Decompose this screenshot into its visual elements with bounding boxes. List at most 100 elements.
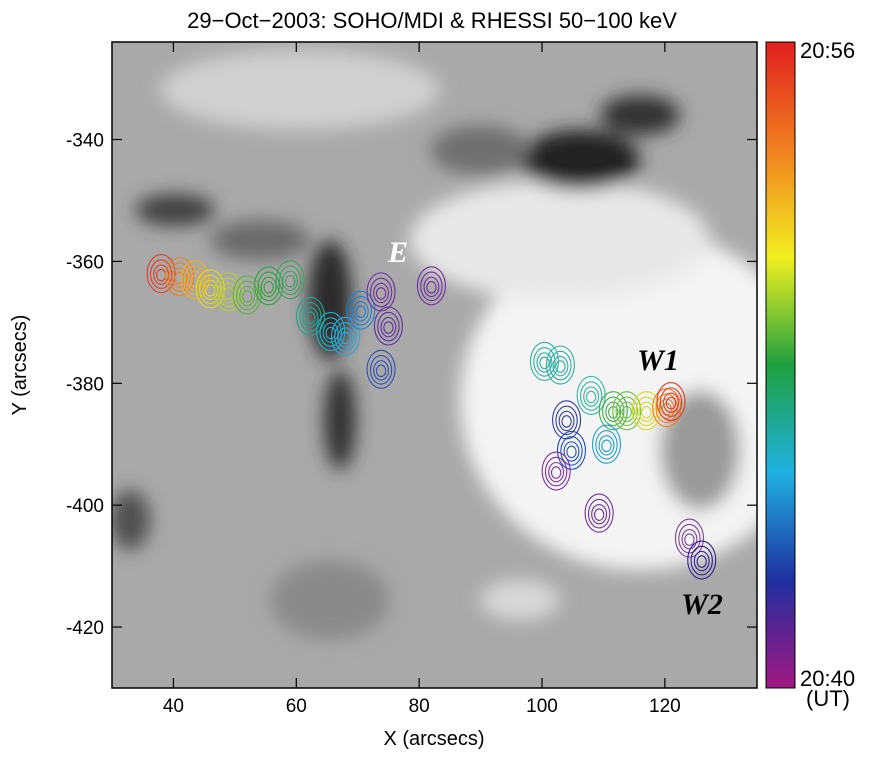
contour-level	[366, 272, 396, 312]
contour-level	[319, 317, 342, 347]
axes: 40 60 80 100 120 -420 -400 -380 -360 -340	[66, 42, 757, 717]
contour-level	[601, 439, 612, 453]
contour-level	[684, 533, 695, 546]
contour-level	[621, 405, 632, 419]
source-contour	[165, 257, 195, 297]
contour-level	[352, 301, 369, 322]
contour-level	[366, 349, 396, 389]
contour-level	[591, 503, 608, 525]
source-contour	[366, 349, 396, 389]
annotation: W2	[681, 588, 723, 621]
contour-level	[552, 400, 582, 440]
contour-level	[615, 396, 638, 427]
contour-level	[583, 386, 600, 407]
contour-level	[693, 550, 710, 572]
contour-level	[552, 355, 569, 377]
source-contour	[254, 266, 284, 306]
source-contour	[295, 296, 325, 336]
contour-level	[217, 277, 240, 308]
source-contour	[552, 400, 582, 440]
x-axis-label: X (arcsecs)	[383, 728, 484, 750]
contour-level	[638, 401, 655, 423]
contour-level	[593, 508, 605, 521]
contour-level	[548, 461, 565, 483]
y-tick-label: -400	[66, 496, 104, 517]
contour-level	[232, 275, 262, 315]
annotation: E	[387, 236, 408, 269]
contour-level	[591, 424, 622, 464]
contour-level	[299, 302, 322, 332]
contour-level	[377, 311, 400, 342]
contour-level	[195, 269, 225, 309]
contour-level	[380, 316, 397, 338]
contour-level	[563, 441, 580, 462]
contour-level	[284, 274, 296, 288]
contour-level	[337, 327, 354, 348]
contour-level	[556, 430, 587, 470]
y-tick-label: -340	[66, 131, 104, 152]
source-contour	[591, 424, 622, 464]
contour-level	[678, 523, 701, 554]
x-tick-label: 60	[286, 696, 307, 717]
contour-level	[555, 405, 578, 436]
contour-level	[330, 316, 360, 356]
contour-level	[263, 281, 274, 294]
contour-level	[257, 271, 280, 302]
contour-level	[579, 381, 603, 411]
source-contour	[687, 540, 717, 580]
contour-level	[416, 266, 446, 306]
contour-level	[146, 254, 176, 294]
contour-level	[663, 392, 679, 413]
source-contour	[366, 272, 396, 312]
contour-level	[375, 287, 387, 300]
contour-level	[681, 528, 698, 550]
contour-level	[149, 259, 173, 289]
contour-level	[199, 274, 222, 305]
y-tick-label: -380	[66, 374, 104, 395]
contour-level	[282, 270, 299, 291]
contour-level	[375, 364, 387, 378]
y-tick-label: -360	[66, 252, 104, 273]
contour-level	[550, 466, 562, 479]
contour-level	[183, 265, 207, 296]
magnetogram	[112, 42, 757, 688]
contour-level	[585, 390, 597, 404]
contour-level	[555, 360, 566, 373]
colorbar-unit: (UT)	[806, 686, 850, 711]
contour-level	[602, 396, 625, 427]
x-tick-label: 80	[409, 696, 430, 717]
annotation: W1	[637, 344, 679, 377]
source-contour	[545, 345, 575, 385]
contour-level	[558, 410, 575, 432]
contour-level	[541, 451, 571, 491]
contour-level	[180, 260, 210, 300]
contour-level	[346, 290, 376, 330]
source-contour	[656, 382, 686, 422]
contour-level	[373, 282, 390, 304]
contour-level	[369, 355, 393, 385]
contour-level	[295, 296, 325, 336]
contour-level	[349, 295, 372, 326]
contour-level	[687, 540, 717, 580]
contour-level	[595, 429, 618, 460]
source-contour	[180, 260, 210, 300]
contour-level	[369, 277, 393, 308]
contour-level	[566, 445, 577, 459]
source-contour	[674, 518, 704, 558]
contour-level	[656, 382, 686, 422]
source-contour	[541, 451, 571, 491]
source-contour	[275, 260, 305, 300]
source-contour	[346, 290, 376, 330]
contour-level	[426, 281, 437, 294]
x-tick-label: 100	[526, 696, 558, 717]
contour-level	[544, 456, 568, 487]
contour-level	[420, 271, 443, 302]
contour-level	[690, 545, 713, 576]
contour-level	[168, 262, 191, 292]
contour-level	[322, 322, 339, 343]
contour-level	[189, 274, 201, 288]
colorbar-label: 20:56	[800, 38, 855, 63]
contour-level	[674, 518, 704, 558]
contour-level	[641, 405, 652, 419]
